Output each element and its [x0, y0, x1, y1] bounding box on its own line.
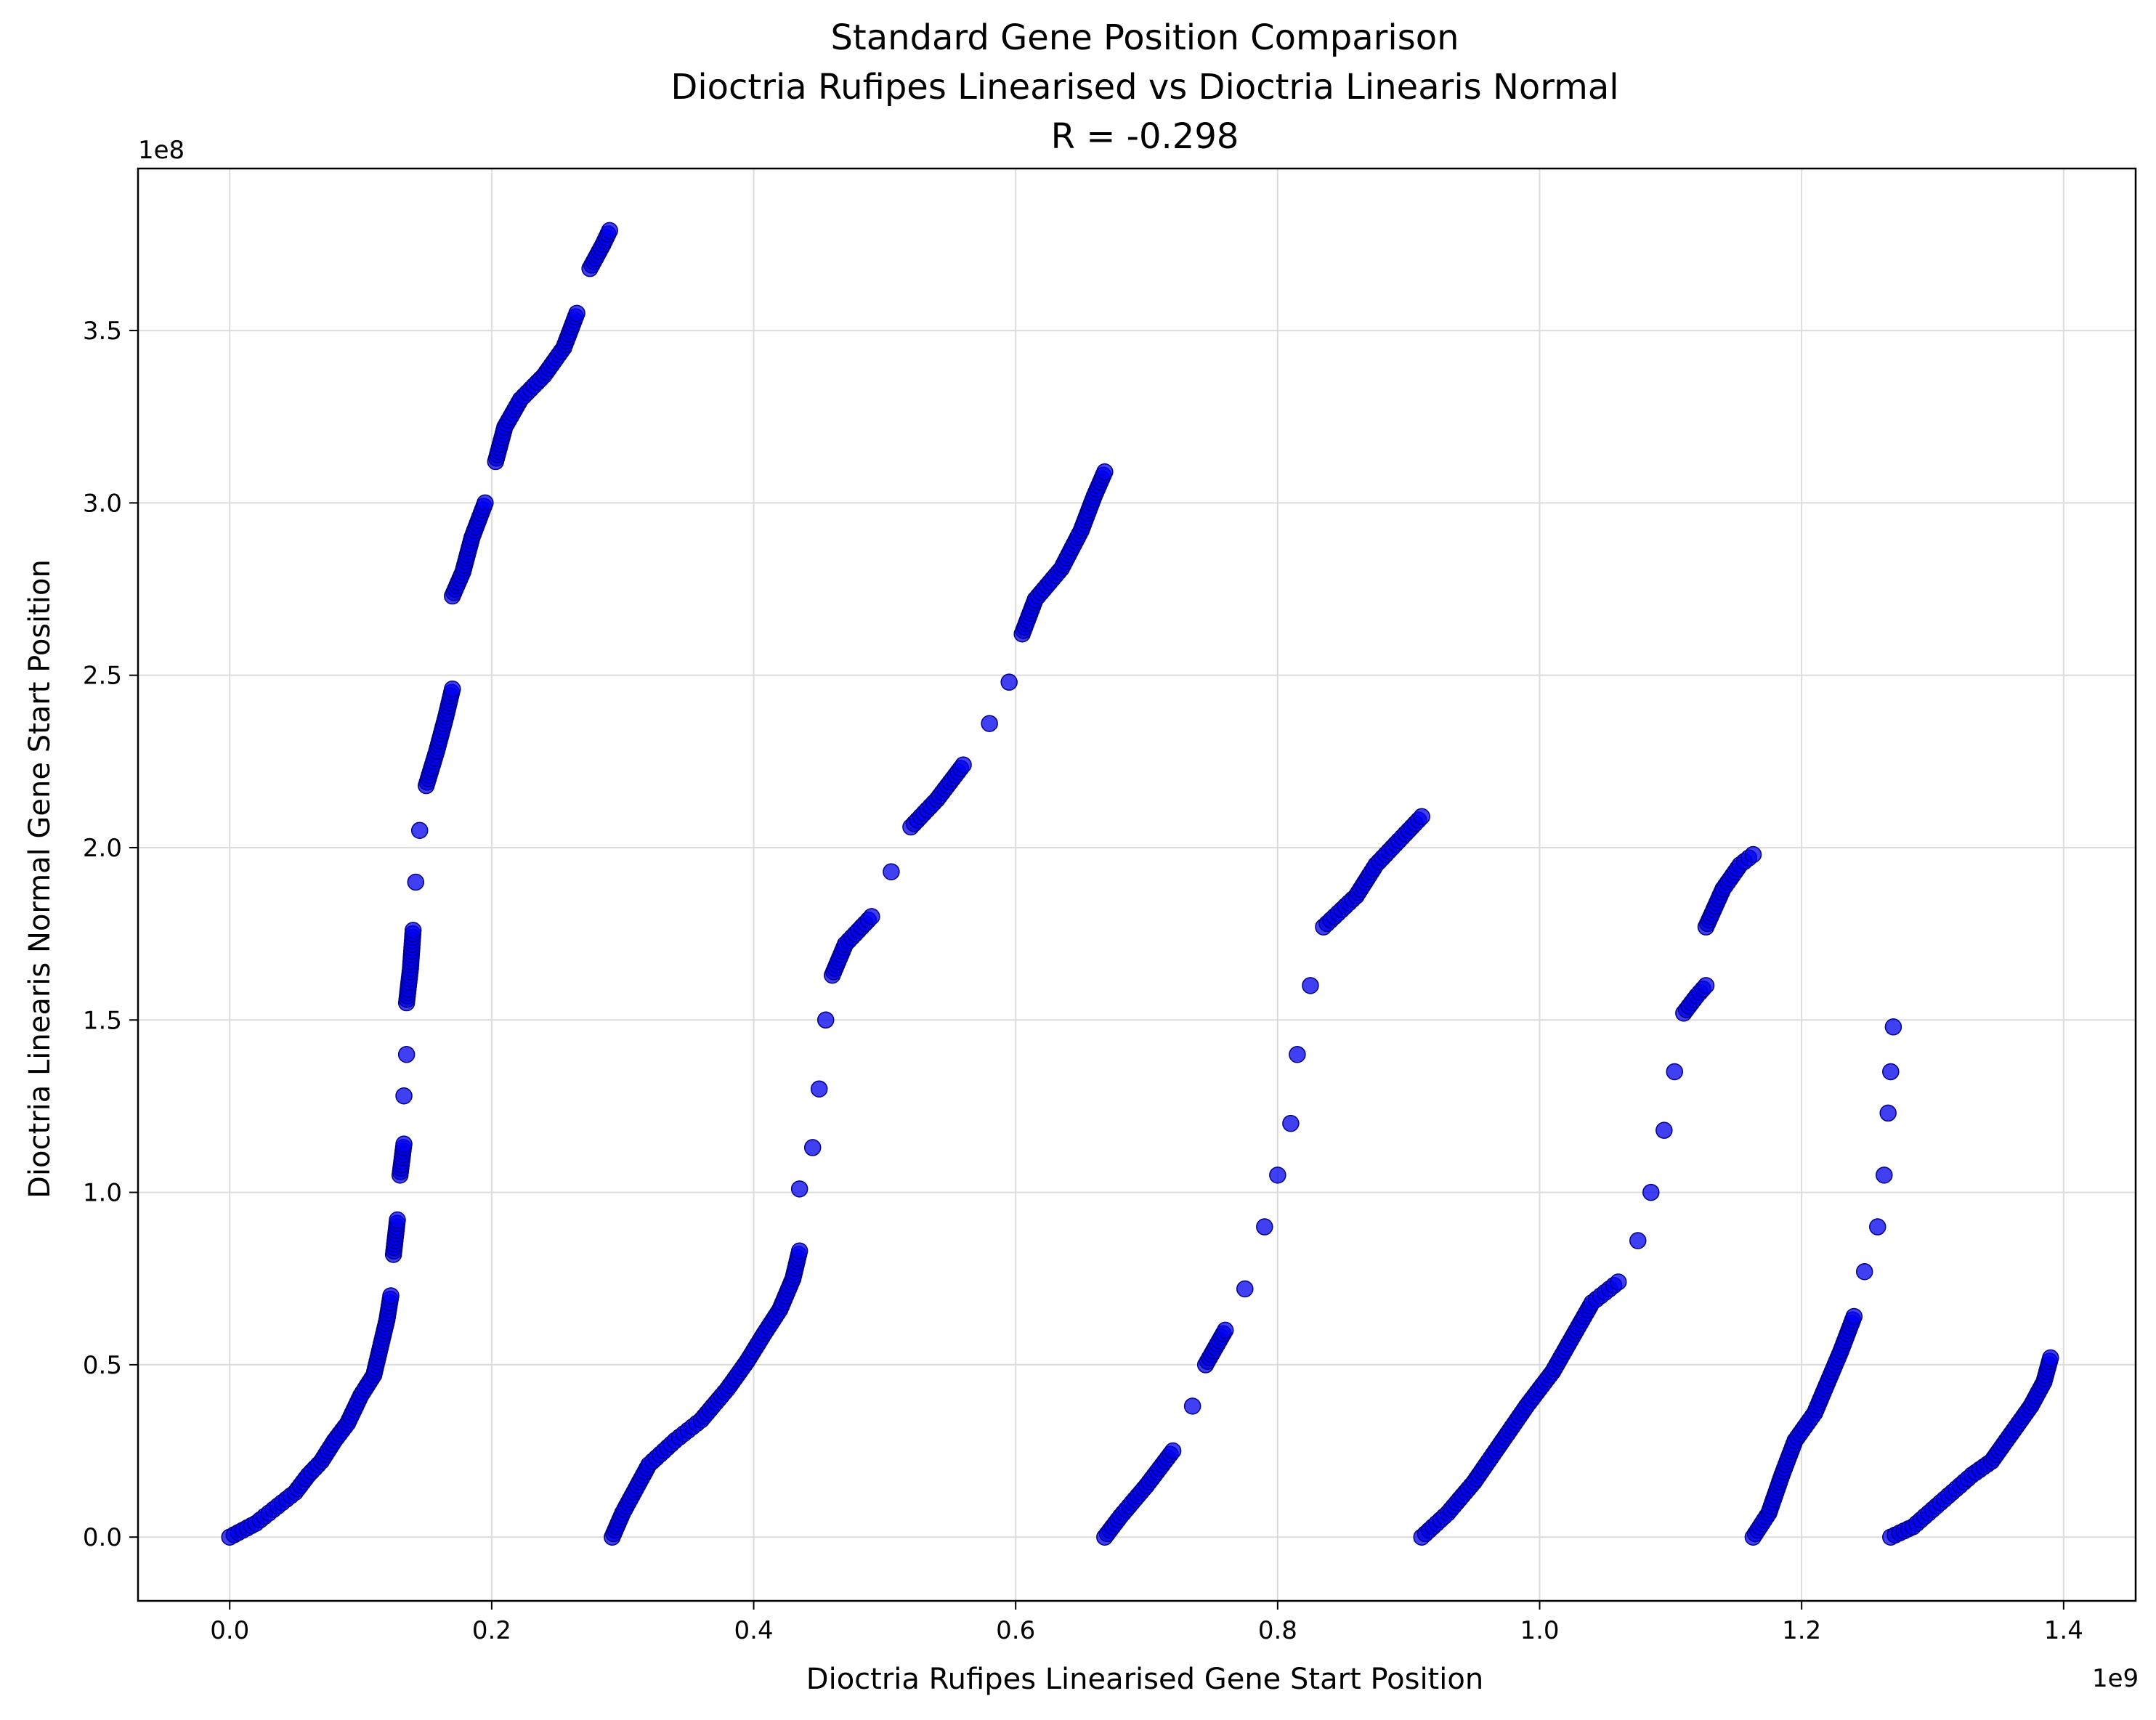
scatter-point [1869, 1218, 1886, 1236]
scatter-point [382, 1287, 400, 1305]
x-tick-label: 1.2 [1782, 1616, 1821, 1645]
scatter-point [1855, 1262, 1873, 1281]
y-tick-label: 3.5 [83, 317, 122, 346]
scatter-series [604, 463, 1114, 1546]
scatter-series [221, 222, 618, 1546]
scatter-point [1882, 1063, 1900, 1081]
scatter-points [221, 222, 2059, 1546]
scatter-point [404, 922, 422, 939]
scatter-series [1882, 1349, 2059, 1546]
scatter-point [1183, 1398, 1201, 1415]
scatter-point [883, 863, 900, 880]
scatter-series [1413, 845, 1762, 1546]
scatter-point [389, 1211, 406, 1229]
plot-area-frame [137, 167, 2137, 1602]
scatter-point [1845, 1307, 1863, 1326]
scatter-point [407, 873, 425, 891]
scatter-point [1629, 1232, 1647, 1249]
scatter-point [1289, 1045, 1306, 1063]
y-tick-label: 0.5 [83, 1351, 122, 1380]
y-tick-label: 1.0 [83, 1179, 122, 1208]
scatter-point [477, 494, 494, 512]
scatter-point [863, 908, 880, 925]
scatter-point [1096, 463, 1114, 481]
chart-title-line-1: Standard Gene Position Comparison [830, 17, 1459, 58]
scatter-point [1876, 1167, 1893, 1184]
y-tick-label: 1.5 [83, 1006, 122, 1035]
scatter-point [1697, 977, 1715, 994]
scatter-point [1000, 673, 1018, 691]
scatter-point [1609, 1273, 1627, 1291]
y-axis: 0.0 0.5 1.0 1.5 2.0 2.5 3.0 3.5 [83, 317, 138, 1552]
scatter-point [790, 1242, 808, 1260]
scatter-series [1096, 808, 1430, 1546]
y-tick-label: 2.0 [83, 834, 122, 863]
scatter-point [1744, 845, 1762, 864]
y-tick-label: 0.0 [83, 1523, 122, 1552]
scatter-point [1642, 1183, 1660, 1201]
chart-title-line-2: Dioctria Rufipes Linearised vs Dioctria … [670, 67, 1618, 108]
scatter-point [410, 822, 429, 839]
scatter-point [1884, 1018, 1902, 1036]
scatter-point [955, 756, 972, 774]
x-tick-label: 0.4 [734, 1616, 774, 1645]
scatter-point [1413, 808, 1430, 826]
scatter-point [1256, 1218, 1273, 1236]
scatter-point [397, 1045, 416, 1063]
x-tick-label: 0.2 [472, 1616, 511, 1645]
x-axis: 0.0 0.2 0.4 0.6 0.8 1.0 1.2 1.4 [210, 1601, 2083, 1645]
scatter-point [601, 222, 618, 240]
scatter-series [1744, 1018, 1902, 1546]
scatter-point [1164, 1442, 1182, 1460]
scatter-point [810, 1080, 828, 1098]
scatter-point [444, 680, 461, 698]
grid [138, 169, 2136, 1601]
scatter-point [2042, 1349, 2059, 1367]
scatter-point [1216, 1321, 1234, 1339]
scatter-point [1302, 977, 1319, 994]
y-axis-offset-label: 1e8 [138, 136, 185, 165]
scatter-point [395, 1087, 413, 1105]
scatter-point [816, 1011, 835, 1029]
x-tick-label: 1.0 [1520, 1616, 1559, 1645]
x-axis-offset-label: 1e9 [2092, 1664, 2139, 1693]
scatter-point [395, 1135, 413, 1153]
scatter-point [568, 304, 585, 322]
scatter-point [1269, 1167, 1286, 1184]
scatter-point [1282, 1114, 1300, 1132]
scatter-point [803, 1139, 822, 1156]
scatter-point [1236, 1280, 1254, 1298]
y-axis-label: Dioctria Linearis Normal Gene Start Posi… [23, 559, 57, 1198]
chart-title-line-3: R = -0.298 [1051, 116, 1239, 157]
scatter-point [1655, 1121, 1673, 1139]
scatter-point [1666, 1063, 1683, 1081]
x-axis-label: Dioctria Rufipes Linearised Gene Start P… [806, 1663, 1483, 1696]
y-tick-label: 3.0 [83, 489, 122, 518]
scatter-point [790, 1180, 808, 1198]
x-tick-label: 0.6 [996, 1616, 1035, 1645]
chart-title: Standard Gene Position Comparison Dioctr… [670, 17, 1618, 157]
y-tick-label: 2.5 [83, 662, 122, 691]
x-tick-label: 1.4 [2044, 1616, 2083, 1645]
x-tick-label: 0.8 [1258, 1616, 1297, 1645]
x-tick-label: 0.0 [210, 1616, 249, 1645]
scatter-point [981, 715, 998, 732]
scatter-point [1879, 1104, 1897, 1122]
